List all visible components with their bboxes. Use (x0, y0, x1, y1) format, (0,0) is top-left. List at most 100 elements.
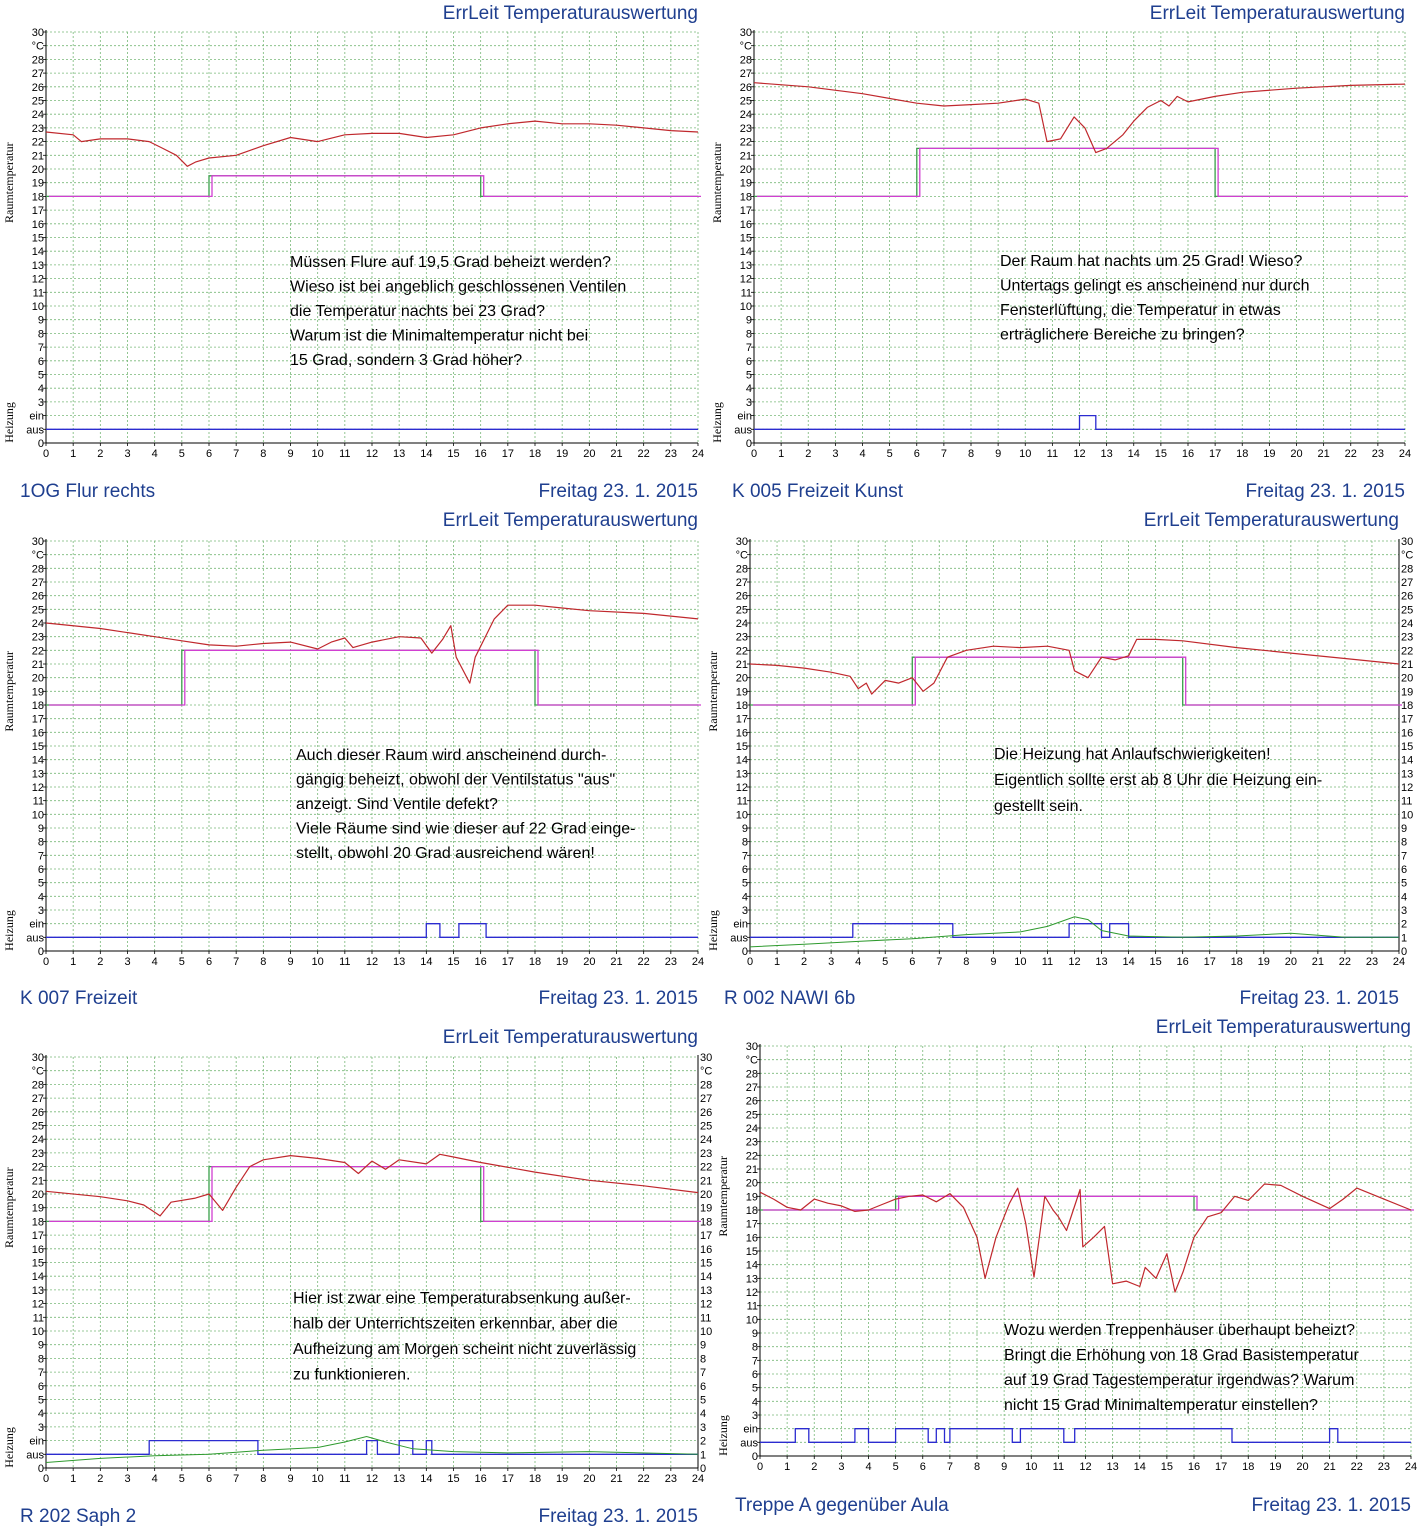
x-tick-label: 22 (1351, 1461, 1363, 1473)
y-tick-label: 11 (33, 1312, 44, 1324)
y-tick-label: 23 (32, 1148, 44, 1160)
x-tick-label: 7 (233, 448, 239, 460)
setpoint-series-magenta (49, 175, 701, 198)
annotation-line: zu funktionieren. (293, 1367, 410, 1384)
y-tick-label: 17 (736, 714, 748, 726)
chart-title: ErrLeit Temperaturauswertung (1150, 3, 1405, 24)
y-tick-label: 20 (32, 673, 44, 685)
y-tick-label: 17 (740, 205, 752, 217)
y-tick-label: 23 (736, 632, 748, 644)
date-label: Freitag 23. 1. 2015 (1252, 1495, 1412, 1516)
x-tick-label: 24 (1399, 448, 1411, 460)
y-tick-label: 12 (740, 274, 752, 286)
x-tick-label: 21 (610, 448, 622, 460)
x-tick-label: 20 (583, 448, 595, 460)
x-tick-label: 12 (1079, 1461, 1091, 1473)
x-tick-label: 16 (475, 1473, 487, 1485)
y-tick-label: 30 (740, 27, 752, 39)
y-tick-label: 12 (32, 1299, 44, 1311)
y-tick-label: 6 (746, 356, 752, 368)
y-tick-label: 10 (746, 1314, 758, 1326)
right-y-tick-label: 5 (1401, 878, 1407, 890)
annotation-line: Untertags gelingt es anscheinend nur dur… (1000, 278, 1310, 295)
y-tick-label: 25 (32, 604, 44, 616)
x-tick-label: 0 (43, 448, 49, 460)
x-tick-label: 7 (233, 956, 239, 968)
heating-off-label: aus (26, 1449, 44, 1461)
chart-title: ErrLeit Temperaturauswertung (443, 510, 698, 531)
temperature-series (749, 638, 1400, 695)
y-tick-label: 9 (746, 315, 752, 327)
heating-off-label: aus (740, 1437, 758, 1449)
y-tick-label: 18 (740, 191, 752, 203)
y-tick-label: 30 (32, 27, 44, 39)
chart-panel: 0ausein345678910111213141516171819202122… (2, 510, 704, 1009)
x-tick-label: 24 (1393, 956, 1405, 968)
x-tick-label: 8 (974, 1461, 980, 1473)
y-tick-label: 0 (752, 1451, 758, 1463)
y-tick-label: 27 (32, 68, 44, 80)
heating-series (46, 923, 698, 938)
heating-off-label: aus (730, 932, 748, 944)
x-tick-label: 10 (312, 956, 324, 968)
right-y-tick-label: 20 (700, 1189, 712, 1201)
x-tick-label: 2 (97, 956, 103, 968)
y-tick-label: 14 (32, 755, 44, 767)
right-y-tick-label: 25 (700, 1121, 712, 1133)
x-tick-label: 2 (97, 448, 103, 460)
x-tick-label: 13 (1107, 1461, 1119, 1473)
right-y-tick-label: 23 (700, 1148, 712, 1160)
chart-title: ErrLeit Temperaturauswertung (443, 1027, 698, 1048)
x-tick-label: 19 (1263, 448, 1275, 460)
y-tick-label: 4 (752, 1396, 758, 1408)
y-tick-label: 26 (32, 1107, 44, 1119)
x-tick-label: 19 (556, 448, 568, 460)
right-y-tick-label: 14 (1401, 755, 1413, 767)
right-y-tick-label: 11 (1401, 796, 1412, 808)
x-tick-label: 20 (1290, 448, 1302, 460)
y-tick-label: 22 (32, 1162, 44, 1174)
right-y-tick-label: 12 (1401, 782, 1413, 794)
y-tick-label: 6 (38, 356, 44, 368)
y-tick-label: 14 (32, 1271, 44, 1283)
x-tick-label: 14 (420, 956, 432, 968)
y-tick-label: 14 (746, 1260, 758, 1272)
x-tick-label: 6 (206, 1473, 212, 1485)
x-tick-label: 16 (475, 956, 487, 968)
annotation-line: stellt, obwohl 20 Grad ausreichend wären… (296, 845, 595, 862)
x-tick-label: 21 (1312, 956, 1324, 968)
y-tick-label: 27 (32, 1093, 44, 1105)
x-tick-label: 1 (778, 448, 784, 460)
x-tick-label: 20 (1296, 1461, 1308, 1473)
x-tick-label: 23 (665, 448, 677, 460)
right-y-tick-label: 6 (700, 1381, 706, 1393)
y-tick-label: 9 (752, 1328, 758, 1340)
y-tick-label: 13 (736, 768, 748, 780)
y-tick-label: 11 (33, 796, 44, 808)
x-tick-label: 11 (339, 1473, 350, 1485)
x-tick-label: 8 (963, 956, 969, 968)
x-tick-label: 5 (179, 448, 185, 460)
y-tick-label: 19 (32, 178, 44, 190)
x-tick-label: 20 (583, 956, 595, 968)
y-tick-label: 21 (32, 1175, 44, 1187)
y-axis-label: Raumtemperatur (2, 651, 16, 732)
x-tick-label: 6 (206, 956, 212, 968)
x-tick-label: 13 (1101, 448, 1113, 460)
heating-off-label: aus (26, 932, 44, 944)
x-tick-label: 24 (1405, 1461, 1417, 1473)
right-y-tick-label: 21 (700, 1175, 712, 1187)
right-y-tick-label: 3 (700, 1422, 706, 1434)
y-tick-label: 15 (32, 1258, 44, 1270)
y-tick-label: 13 (32, 1285, 44, 1297)
valve-series (749, 916, 1399, 948)
right-y-tick-label: 22 (1401, 645, 1413, 657)
annotation-line: nicht 15 Grad Minimaltemperatur einstell… (1004, 1397, 1318, 1414)
y-tick-label: 21 (32, 659, 44, 671)
y-tick-label: 20 (32, 1189, 44, 1201)
x-tick-label: 13 (1095, 956, 1107, 968)
y-tick-label: 5 (746, 370, 752, 382)
annotation-line: Aufheizung am Morgen scheint nicht zuver… (293, 1341, 636, 1358)
right-y-tick-label: 12 (700, 1299, 712, 1311)
y-tick-label: 30 (32, 1052, 44, 1064)
